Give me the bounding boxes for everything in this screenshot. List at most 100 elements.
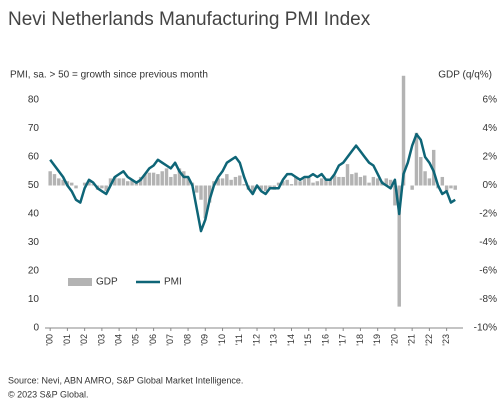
y2-tick-label: 6% (483, 95, 498, 106)
gdp-bar (337, 176, 341, 186)
x-tick-label: '12 (251, 334, 261, 346)
gdp-bar (199, 185, 203, 200)
y-tick-label: 50 (28, 180, 40, 191)
gdp-bar (401, 75, 406, 186)
gdp-bar (307, 176, 311, 186)
gdp-bar (216, 178, 220, 186)
gdp-bar (328, 179, 332, 186)
pmi-line (49, 132, 456, 233)
gdp-bar (113, 176, 117, 186)
gdp-bar (419, 157, 423, 186)
gdp-bar (289, 184, 294, 186)
y-tick-label: 70 (28, 123, 40, 134)
gdp-bar (410, 185, 414, 190)
gdp-bar (229, 179, 233, 186)
gdp-bar (242, 184, 246, 186)
gdp-bar (354, 172, 358, 186)
x-tick-label: '10 (217, 334, 227, 346)
x-tick-label: '06 (148, 334, 158, 346)
gdp-bar (358, 176, 363, 186)
legend-swatch (68, 278, 92, 286)
x-tick-label: '18 (355, 334, 365, 346)
gdp-bar (130, 179, 134, 186)
x-tick-label: '19 (372, 334, 382, 346)
x-tick-label: '14 (286, 334, 296, 346)
gdp-bar (444, 185, 449, 192)
x-tick-label: '08 (182, 334, 192, 346)
gdp-bar (182, 171, 186, 186)
gdp-bar (332, 175, 337, 186)
x-tick-label: '02 (79, 334, 89, 346)
gdp-bar (121, 178, 126, 186)
x-tick-label: '09 (200, 334, 210, 346)
x-tick-label: '20 (389, 334, 399, 346)
gdp-bar (169, 176, 173, 186)
gdp-bar (207, 185, 212, 203)
gdp-bar (375, 178, 380, 186)
y-tick-label: 40 (28, 209, 40, 220)
y2-tick-label: 4% (483, 123, 498, 134)
gdp-bar (173, 174, 177, 186)
x-tick-label: '13 (269, 334, 279, 346)
y-tick-label: 30 (28, 237, 40, 248)
x-tick-label: '07 (165, 334, 175, 346)
x-tick-label: '03 (96, 334, 106, 346)
gdp-bar (250, 185, 255, 195)
x-tick-label: '05 (131, 334, 141, 346)
gdp-bar (82, 182, 87, 186)
y2-tick-label: 2% (483, 152, 498, 163)
gdp-bar (151, 172, 156, 186)
gdp-bar (367, 182, 371, 186)
gdp-bar (453, 185, 457, 190)
y2-tick-label: -2% (479, 209, 497, 220)
gdp-bar (259, 185, 264, 190)
gdp-bar (285, 179, 289, 186)
x-tick-label: '00 (45, 334, 55, 346)
gdp-bar (268, 185, 272, 189)
gdp-bar (74, 185, 78, 189)
gdp-bar (61, 179, 65, 186)
gdp-bar (108, 178, 113, 186)
gdp-bar (393, 185, 397, 206)
gdp-bar (263, 185, 268, 192)
x-tick-label: '16 (320, 334, 330, 346)
gdp-bar (147, 172, 152, 186)
gdp-bar (384, 178, 389, 186)
gdp-bar (397, 185, 401, 307)
y-tick-label: 60 (28, 152, 40, 163)
y2-axis-label: GDP (q/q%) (438, 70, 492, 81)
gdp-bar (177, 168, 182, 186)
gdp-bar (233, 176, 238, 186)
y2-tick-label: -6% (479, 266, 497, 277)
x-tick-label: '21 (407, 334, 417, 346)
gdp-bar (423, 171, 427, 186)
gdp-bar (100, 185, 104, 189)
gdp-bar (298, 181, 302, 186)
gdp-bar (294, 176, 298, 186)
gdp-bar (143, 174, 147, 186)
x-tick-label: '15 (303, 334, 313, 346)
gdp-bar (48, 171, 52, 186)
x-tick-label: '22 (424, 334, 434, 346)
gdp-bar (160, 171, 164, 186)
gdp-bar (440, 176, 445, 186)
x-tick-label: '23 (441, 334, 451, 346)
gdp-bar (52, 174, 57, 186)
gdp-bar (203, 185, 208, 219)
gdp-bar (427, 178, 432, 186)
gdp-bar (156, 174, 160, 186)
gdp-bar (281, 181, 285, 186)
copyright: © 2023 S&P Global. (8, 389, 89, 399)
gdp-bar (117, 178, 121, 186)
gdp-bar (315, 181, 320, 186)
chart-title: Nevi Netherlands Manufacturing PMI Index (8, 9, 371, 30)
x-tick-label: '17 (338, 334, 348, 346)
gdp-bar (431, 149, 436, 186)
y2-tick-label: -8% (479, 294, 497, 305)
gdp-bar (319, 178, 324, 186)
gdp-bar (186, 178, 190, 186)
y2-tick-label: -4% (479, 237, 497, 248)
gdp-bar (69, 182, 74, 186)
x-tick-label: '01 (62, 334, 72, 346)
